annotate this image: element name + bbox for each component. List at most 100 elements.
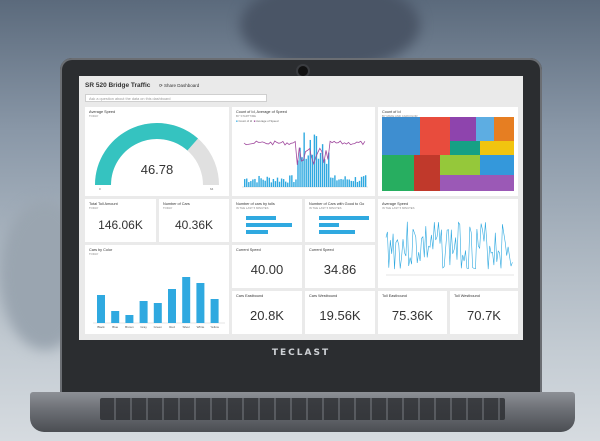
tick-label: Gray: [140, 325, 147, 329]
bar: [246, 223, 292, 227]
chart-bar: [254, 178, 256, 187]
tick-label: Red: [169, 325, 175, 329]
keyboard: [100, 398, 505, 420]
tile-current-speed-1[interactable]: Current Speed 40.00: [232, 245, 302, 288]
tick-label: Black: [97, 325, 105, 329]
bar: [319, 216, 369, 220]
tile-title: Cars Eastbound: [236, 294, 264, 298]
tile-title: Average Speed: [89, 110, 116, 114]
bar: [319, 230, 355, 234]
chart-line: [243, 140, 366, 166]
chart-bar: [295, 179, 297, 187]
tile-subtitle: TODAY: [89, 252, 99, 257]
kpi-value: 75.36K: [391, 308, 434, 323]
chart-bar: [328, 152, 330, 187]
page-title: SR 520 Bridge Traffic: [85, 82, 151, 89]
tile-toll-eastbound[interactable]: Toll Eastbound 75.36K: [378, 291, 447, 334]
chart-bar: [344, 176, 346, 187]
chart-bar: [326, 163, 328, 187]
gauge-min: 0: [99, 187, 101, 191]
qa-input[interactable]: Ask a question about the data on this da…: [85, 94, 267, 102]
bar-red: [168, 289, 176, 323]
tile-total-toll[interactable]: Total Toll Amount TODAY 146.06K: [85, 199, 156, 242]
tile-title: Number of Cars: [163, 202, 190, 206]
legend-count: Count of Id: [238, 119, 253, 124]
chart-bar: [364, 175, 367, 187]
chart-bar: [293, 182, 295, 187]
tile-average-speed-line[interactable]: Average Speed IN THE LAST 5 MINUTES: [378, 199, 518, 288]
tile-count-line-chart[interactable]: Count of Id, Average of Speed BY STARTTI…: [232, 107, 375, 196]
tile-subtitle: TODAY: [89, 114, 99, 119]
chart-bar: [299, 147, 301, 187]
treemap-cell[interactable]: [450, 141, 480, 155]
gauge-value: 46.78: [140, 162, 174, 177]
treemap-cell[interactable]: [382, 117, 420, 155]
kpi-value: 146.06K: [98, 218, 143, 232]
chart-bar: [244, 179, 246, 187]
chart-bar: [248, 182, 250, 187]
tile-title: Toll Eastbound: [382, 294, 407, 298]
treemap-cell[interactable]: [450, 117, 476, 141]
chart-bar: [362, 176, 365, 187]
treemap-cell[interactable]: [480, 155, 514, 175]
chart-bar: [266, 176, 268, 187]
kpi-value: 34.86: [323, 262, 357, 277]
tile-cars-by-color[interactable]: Cars by Color TODAY Black Blue Brown Gray Gr…: [85, 245, 229, 334]
brand-logo: TECLAST: [271, 348, 331, 358]
tile-cars-westbound[interactable]: Cars Westbound 19.56K: [305, 291, 375, 334]
chart-bar: [258, 175, 260, 187]
combo-chart: [242, 132, 368, 188]
tile-average-speed-gauge[interactable]: Average Speed TODAY 46.78 0 64: [85, 107, 229, 196]
chart-bar: [246, 178, 248, 187]
kpi-value: 20.8K: [250, 308, 284, 323]
treemap-cell[interactable]: [440, 155, 480, 175]
treemap-cell[interactable]: [420, 117, 450, 155]
treemap-cell[interactable]: [476, 117, 494, 141]
kpi-value: 40.36K: [174, 218, 214, 232]
chart-bar: [270, 182, 273, 187]
tile-toll-westbound[interactable]: Toll Westbound 70.7K: [450, 291, 518, 334]
chart-bar: [280, 178, 283, 187]
share-dashboard-button[interactable]: ⟳ Share Dashboard: [159, 83, 200, 88]
chart-bar: [285, 181, 287, 187]
tile-title: Current Speed: [236, 248, 261, 252]
chart-bar: [330, 177, 332, 187]
tile-cars-by-tolls[interactable]: Number of cars by tolls IN THE LAST 5 MI…: [232, 199, 302, 242]
bar-yellow: [210, 299, 219, 323]
chart-bar: [346, 179, 348, 187]
tile-cars-eastbound[interactable]: Cars Eastbound 20.8K: [232, 291, 302, 334]
tile-treemap[interactable]: Count of Id BY MAKE AND CARCOLOR: [378, 107, 518, 196]
tile-subtitle: BY STARTTIME: [236, 114, 257, 119]
tile-number-of-cars[interactable]: Number of Cars TODAY 40.36K: [159, 199, 229, 242]
chart-bar: [260, 178, 262, 187]
treemap-cell[interactable]: [382, 155, 414, 191]
chart-bar: [311, 154, 314, 187]
kpi-value: 19.56K: [319, 308, 361, 323]
chart-bar: [321, 144, 324, 187]
tile-title: Cars Westbound: [309, 294, 338, 298]
tick-label: White: [197, 325, 205, 329]
chart-bar: [274, 181, 277, 187]
treemap-cell[interactable]: [480, 141, 514, 155]
speed-line: [385, 221, 513, 270]
chart-bar: [348, 179, 350, 187]
treemap-cell[interactable]: [440, 175, 514, 191]
tile-subtitle: IN THE LAST 5 MINUTES: [382, 206, 415, 211]
treemap-cell[interactable]: [414, 155, 440, 191]
tick-label: Silver: [182, 325, 190, 329]
chart-bar: [356, 181, 359, 187]
chart-bar: [354, 177, 357, 187]
chart-bar: [291, 175, 293, 187]
chart-bar: [352, 181, 355, 187]
tile-title: Cars by Color: [89, 248, 113, 252]
gauge-chart: [95, 123, 219, 186]
legend-speed: Average of Speed: [256, 119, 279, 124]
bar-green: [153, 303, 162, 323]
tile-cars-good-to-go[interactable]: Number of Cars with Good to Go IN THE LA…: [305, 199, 375, 242]
bar-blue: [111, 311, 120, 323]
tile-current-speed-2[interactable]: Current Speed 34.86: [305, 245, 375, 288]
treemap-cell[interactable]: [494, 117, 514, 141]
chart-bar: [305, 158, 307, 187]
gauge-max: 64: [210, 187, 214, 191]
bar: [246, 230, 268, 234]
